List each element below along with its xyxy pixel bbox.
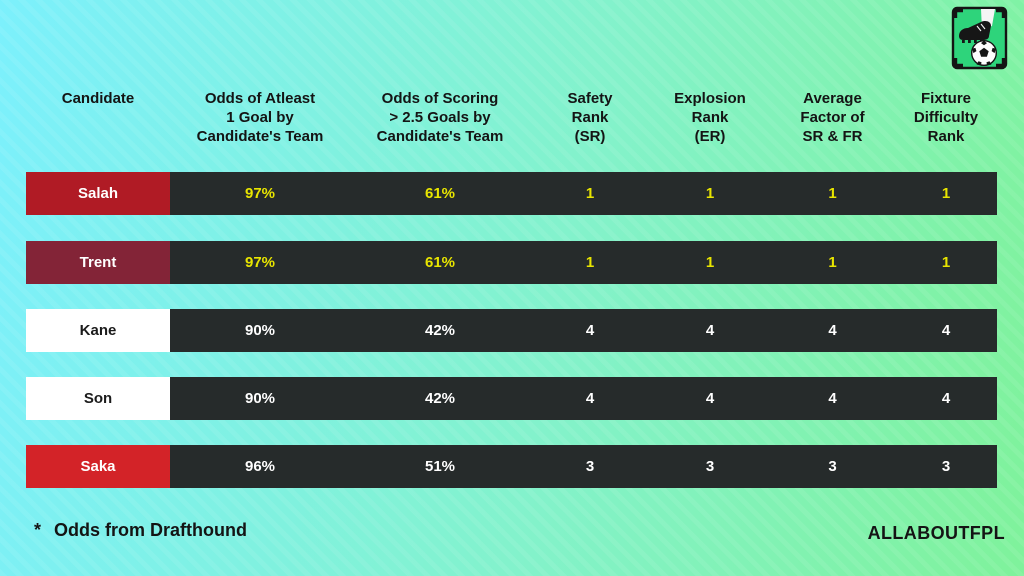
value-cell: 3 bbox=[585, 458, 595, 475]
allaboutfpl-logo-icon bbox=[951, 6, 1008, 70]
value-cell: 4 bbox=[585, 390, 595, 407]
table-row-salah: Salah 97% 61% 1 1 1 1 bbox=[26, 172, 997, 215]
value-cell: 3 bbox=[941, 458, 951, 475]
value-cell: 1 bbox=[585, 185, 595, 202]
value-cell: 4 bbox=[828, 390, 837, 407]
value-cell: 1 bbox=[828, 185, 837, 202]
value-cell: 1 bbox=[705, 254, 715, 271]
column-header-average-factor: Average Factor of SR & FR bbox=[800, 90, 865, 145]
value-cell: 4 bbox=[941, 322, 951, 339]
table-row-son: Son 90% 42% 4 4 4 4 bbox=[26, 377, 997, 420]
column-header-odds-2-5-goals: Odds of Scoring > 2.5 Goals by Candidate… bbox=[376, 90, 504, 145]
value-cell: 4 bbox=[941, 390, 951, 407]
value-cell: 1 bbox=[941, 185, 951, 202]
brand-wordmark: ALLABOUTFPL bbox=[867, 523, 1005, 543]
value-cell: 97% bbox=[244, 254, 276, 271]
value-cell: 90% bbox=[244, 390, 276, 407]
value-cell: 4 bbox=[705, 322, 715, 339]
table-row-kane: Kane 90% 42% 4 4 4 4 bbox=[26, 309, 997, 352]
value-cell: 1 bbox=[585, 254, 595, 271]
column-header-fixture-difficulty: Fixture Difficulty Rank bbox=[913, 90, 979, 145]
value-cell: 1 bbox=[705, 185, 715, 202]
value-cell: 97% bbox=[244, 185, 276, 202]
column-header-odds-1-goal: Odds of Atleast 1 Goal by Candidate's Te… bbox=[196, 90, 324, 145]
value-cell: 3 bbox=[828, 458, 837, 475]
candidate-cell: Kane bbox=[26, 309, 170, 352]
footnote-asterisk: * bbox=[34, 520, 42, 540]
value-cell: 61% bbox=[424, 185, 456, 202]
table-header-row: Candidate Odds of Atleast 1 Goal by Cand… bbox=[26, 89, 997, 146]
value-cell: 61% bbox=[424, 254, 456, 271]
footnote-text: Odds from Drafthound bbox=[54, 520, 247, 540]
footnote: * Odds from Drafthound bbox=[34, 520, 247, 541]
value-cell: 42% bbox=[424, 322, 456, 339]
table-row-trent: Trent 97% 61% 1 1 1 1 bbox=[26, 241, 997, 284]
table-row-saka: Saka 96% 51% 3 3 3 3 bbox=[26, 445, 997, 488]
value-cell: 96% bbox=[244, 458, 276, 475]
candidate-cell: Salah bbox=[26, 172, 170, 215]
column-header-safety-rank: Safety Rank (SR) bbox=[567, 90, 613, 145]
value-cell: 1 bbox=[828, 254, 837, 271]
value-cell: 4 bbox=[705, 390, 715, 407]
value-cell: 51% bbox=[424, 458, 456, 475]
value-cell: 1 bbox=[941, 254, 951, 271]
column-header-explosion-rank: Explosion Rank (ER) bbox=[674, 90, 746, 145]
candidate-cell: Trent bbox=[26, 241, 170, 284]
candidate-cell: Saka bbox=[26, 445, 170, 488]
value-cell: 3 bbox=[705, 458, 715, 475]
value-cell: 4 bbox=[585, 322, 595, 339]
value-cell: 4 bbox=[828, 322, 837, 339]
candidate-cell: Son bbox=[26, 377, 170, 420]
value-cell: 90% bbox=[244, 322, 276, 339]
value-cell: 42% bbox=[424, 390, 456, 407]
column-header-candidate: Candidate bbox=[61, 90, 135, 107]
